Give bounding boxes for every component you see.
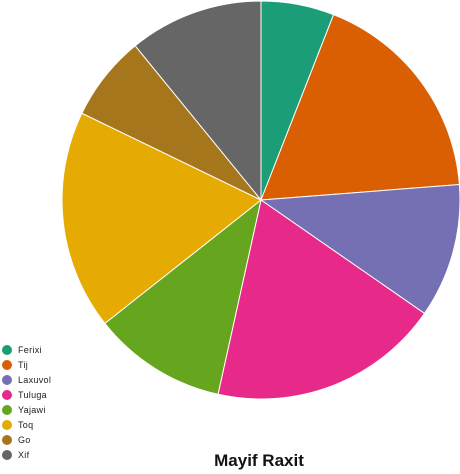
legend-label: Tij: [18, 359, 29, 370]
legend-label: Ferixi: [18, 344, 42, 355]
chart-title: Mayif Raxit: [214, 451, 304, 470]
legend-item-ferixi: Ferixi: [2, 342, 51, 357]
legend-swatch: [2, 359, 12, 370]
legend-label: Toq: [18, 419, 34, 430]
legend-swatch: [2, 404, 12, 415]
legend-item-yajawi: Yajawi: [2, 402, 51, 417]
legend-swatch: [2, 449, 12, 460]
pie-slice-toq: [61, 112, 262, 325]
legend-label: Laxuvol: [18, 374, 52, 385]
legend-swatch: [2, 374, 12, 385]
legend-swatch: [2, 419, 12, 430]
legend-item-tuluga: Tuluga: [2, 387, 51, 402]
chart-legend: Ferixi Tij Laxuvol Tuluga Yajawi Toq Go Xif: [2, 342, 51, 462]
pie-slices: [61, 0, 460, 400]
legend-swatch: [2, 434, 12, 445]
legend-item-xif: Xif: [2, 447, 51, 462]
legend-item-laxuvol: Laxuvol: [2, 372, 51, 387]
legend-label: Yajawi: [18, 404, 46, 415]
legend-item-tij: Tij: [2, 357, 51, 372]
pie-slice-tuluga: [217, 199, 426, 400]
legend-swatch: [2, 344, 12, 355]
legend-label: Xif: [18, 449, 30, 460]
pie-slice-xif: [134, 0, 262, 202]
legend-label: Go: [18, 434, 31, 445]
legend-swatch: [2, 389, 12, 400]
legend-label: Tuluga: [18, 389, 47, 400]
legend-item-toq: Toq: [2, 417, 51, 432]
legend-item-go: Go: [2, 432, 51, 447]
pie-slice-yajawi: [104, 198, 262, 395]
pie-slice-tij: [260, 14, 460, 201]
